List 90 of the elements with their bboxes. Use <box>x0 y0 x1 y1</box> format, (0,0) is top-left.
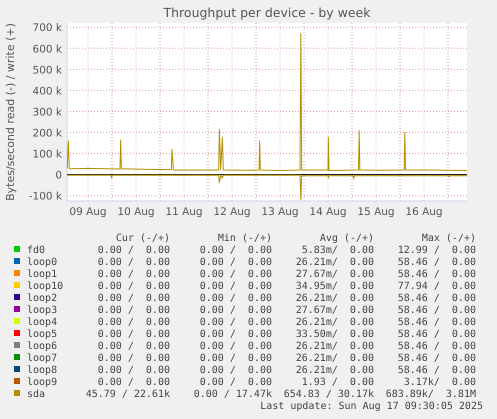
text: 0.00 / 0.00 <box>200 257 272 268</box>
legend-label: fd0 <box>27 245 46 256</box>
text: 58.46 / 0.00 <box>398 293 476 304</box>
x-tick-label: 14 Aug <box>309 206 347 218</box>
text: Cur (-/+) <box>116 233 170 244</box>
legend-label: loop7 <box>27 353 58 364</box>
x-tick-label: 11 Aug <box>165 206 203 218</box>
text: 58.46 / 0.00 <box>398 269 476 280</box>
text: 0.00 / 0.00 <box>200 377 272 388</box>
text: 0.00 / 0.00 <box>200 365 272 376</box>
text: 0.00 / 0.00 <box>98 365 170 376</box>
text: 0.00 / 0.00 <box>98 269 170 280</box>
text: 0.00 / 0.00 <box>200 269 272 280</box>
text: 3.17k/ 0.00 <box>404 377 476 388</box>
text: 0.00 / 0.00 <box>98 257 170 268</box>
text: 26.21m/ 0.00 <box>296 365 374 376</box>
text: 0.00 / 0.00 <box>98 329 170 340</box>
text: 58.46 / 0.00 <box>398 257 476 268</box>
text: 654.83 / 30.17k <box>284 389 374 400</box>
text: 26.21m/ 0.00 <box>296 353 374 364</box>
text: 0.00 / 0.00 <box>98 245 170 256</box>
x-tick-label: 09 Aug <box>69 206 107 218</box>
text: 58.46 / 0.00 <box>398 365 476 376</box>
legend-label: loop9 <box>27 377 58 388</box>
text: Min (-/+) <box>218 233 272 244</box>
x-tick-label: 15 Aug <box>357 206 395 218</box>
legend-label: loop2 <box>27 293 58 304</box>
legend-label: loop0 <box>27 257 58 268</box>
text: 27.67m/ 0.00 <box>296 305 374 316</box>
legend-label: loop4 <box>27 317 58 328</box>
text: 0.00 / 0.00 <box>98 293 170 304</box>
text: 0.00 / 0.00 <box>200 341 272 352</box>
text: 683.89k/ 3.81M <box>386 389 476 400</box>
x-tick-label: 12 Aug <box>213 206 251 218</box>
y-tick-label: -100 k <box>28 190 63 203</box>
text: 0.00 / 0.00 <box>98 353 170 364</box>
text: 26.21m/ 0.00 <box>296 257 374 268</box>
y-tick-label: 100 k <box>32 148 63 161</box>
y-tick-label: 200 k <box>32 128 63 140</box>
legend-label: loop3 <box>27 305 58 316</box>
text: 0.00 / 0.00 <box>98 377 170 388</box>
legend-label: loop10 <box>27 281 64 292</box>
y-tick-label: 700 k <box>32 22 63 34</box>
legend-label: loop6 <box>27 341 58 352</box>
y-tick-label: 0 <box>55 170 62 182</box>
text: 26.21m/ 0.00 <box>296 341 374 352</box>
text: 58.46 / 0.00 <box>398 353 476 364</box>
text: Last update: Sun Aug 17 09:30:05 2025 <box>260 401 483 412</box>
text: 45.79 / 22.61k <box>86 389 170 400</box>
text: 0.00 / 0.00 <box>200 293 272 304</box>
text: Max (-/+) <box>422 233 476 244</box>
text: 12.99 / 0.00 <box>398 245 476 256</box>
x-tick-label: 10 Aug <box>117 206 155 218</box>
text: 0.00 / 0.00 <box>98 281 170 292</box>
text: 0.00 / 0.00 <box>200 353 272 364</box>
text: 26.21m/ 0.00 <box>296 317 374 328</box>
text: 77.94 / 0.00 <box>398 281 476 292</box>
text: 27.67m/ 0.00 <box>296 269 374 280</box>
line-series <box>66 33 468 171</box>
text: 58.46 / 0.00 <box>398 341 476 352</box>
text: 0.00 / 0.00 <box>200 317 272 328</box>
y-tick-label: 500 k <box>32 64 63 76</box>
text: 33.50m/ 0.00 <box>296 329 374 340</box>
chart-title: Throughput per device - by week <box>162 5 372 20</box>
text: Avg (-/+) <box>320 233 374 244</box>
text: 5.83m/ 0.00 <box>302 245 374 256</box>
legend-label: loop1 <box>27 269 58 280</box>
y-axis-title: Bytes/second read (-) / write (+) <box>4 23 17 201</box>
y-tick-label: 300 k <box>32 106 63 118</box>
text: 58.46 / 0.00 <box>398 305 476 316</box>
text: 0.00 / 0.00 <box>98 305 170 316</box>
legend-label: loop5 <box>27 329 58 340</box>
x-tick-label: 16 Aug <box>405 206 443 218</box>
text: 58.46 / 0.00 <box>398 329 476 340</box>
text: 1.93 / 0.00 <box>302 377 374 388</box>
legend-label: sda <box>27 389 46 400</box>
text: 0.00 / 0.00 <box>200 329 272 340</box>
text: 0.00 / 0.00 <box>98 317 170 328</box>
y-tick-label: 600 k <box>32 43 63 56</box>
y-tick-label: 400 k <box>32 85 63 98</box>
text: 26.21m/ 0.00 <box>296 293 374 304</box>
text: 34.95m/ 0.00 <box>296 281 374 292</box>
text: 0.00 / 17.47k <box>194 389 272 400</box>
text: 0.00 / 0.00 <box>200 245 272 256</box>
text: 0.00 / 0.00 <box>200 305 272 316</box>
text: 58.46 / 0.00 <box>398 317 476 328</box>
legend-label: loop8 <box>27 365 58 376</box>
text: 0.00 / 0.00 <box>200 281 272 292</box>
text: 0.00 / 0.00 <box>98 341 170 352</box>
x-tick-label: 13 Aug <box>261 206 299 218</box>
